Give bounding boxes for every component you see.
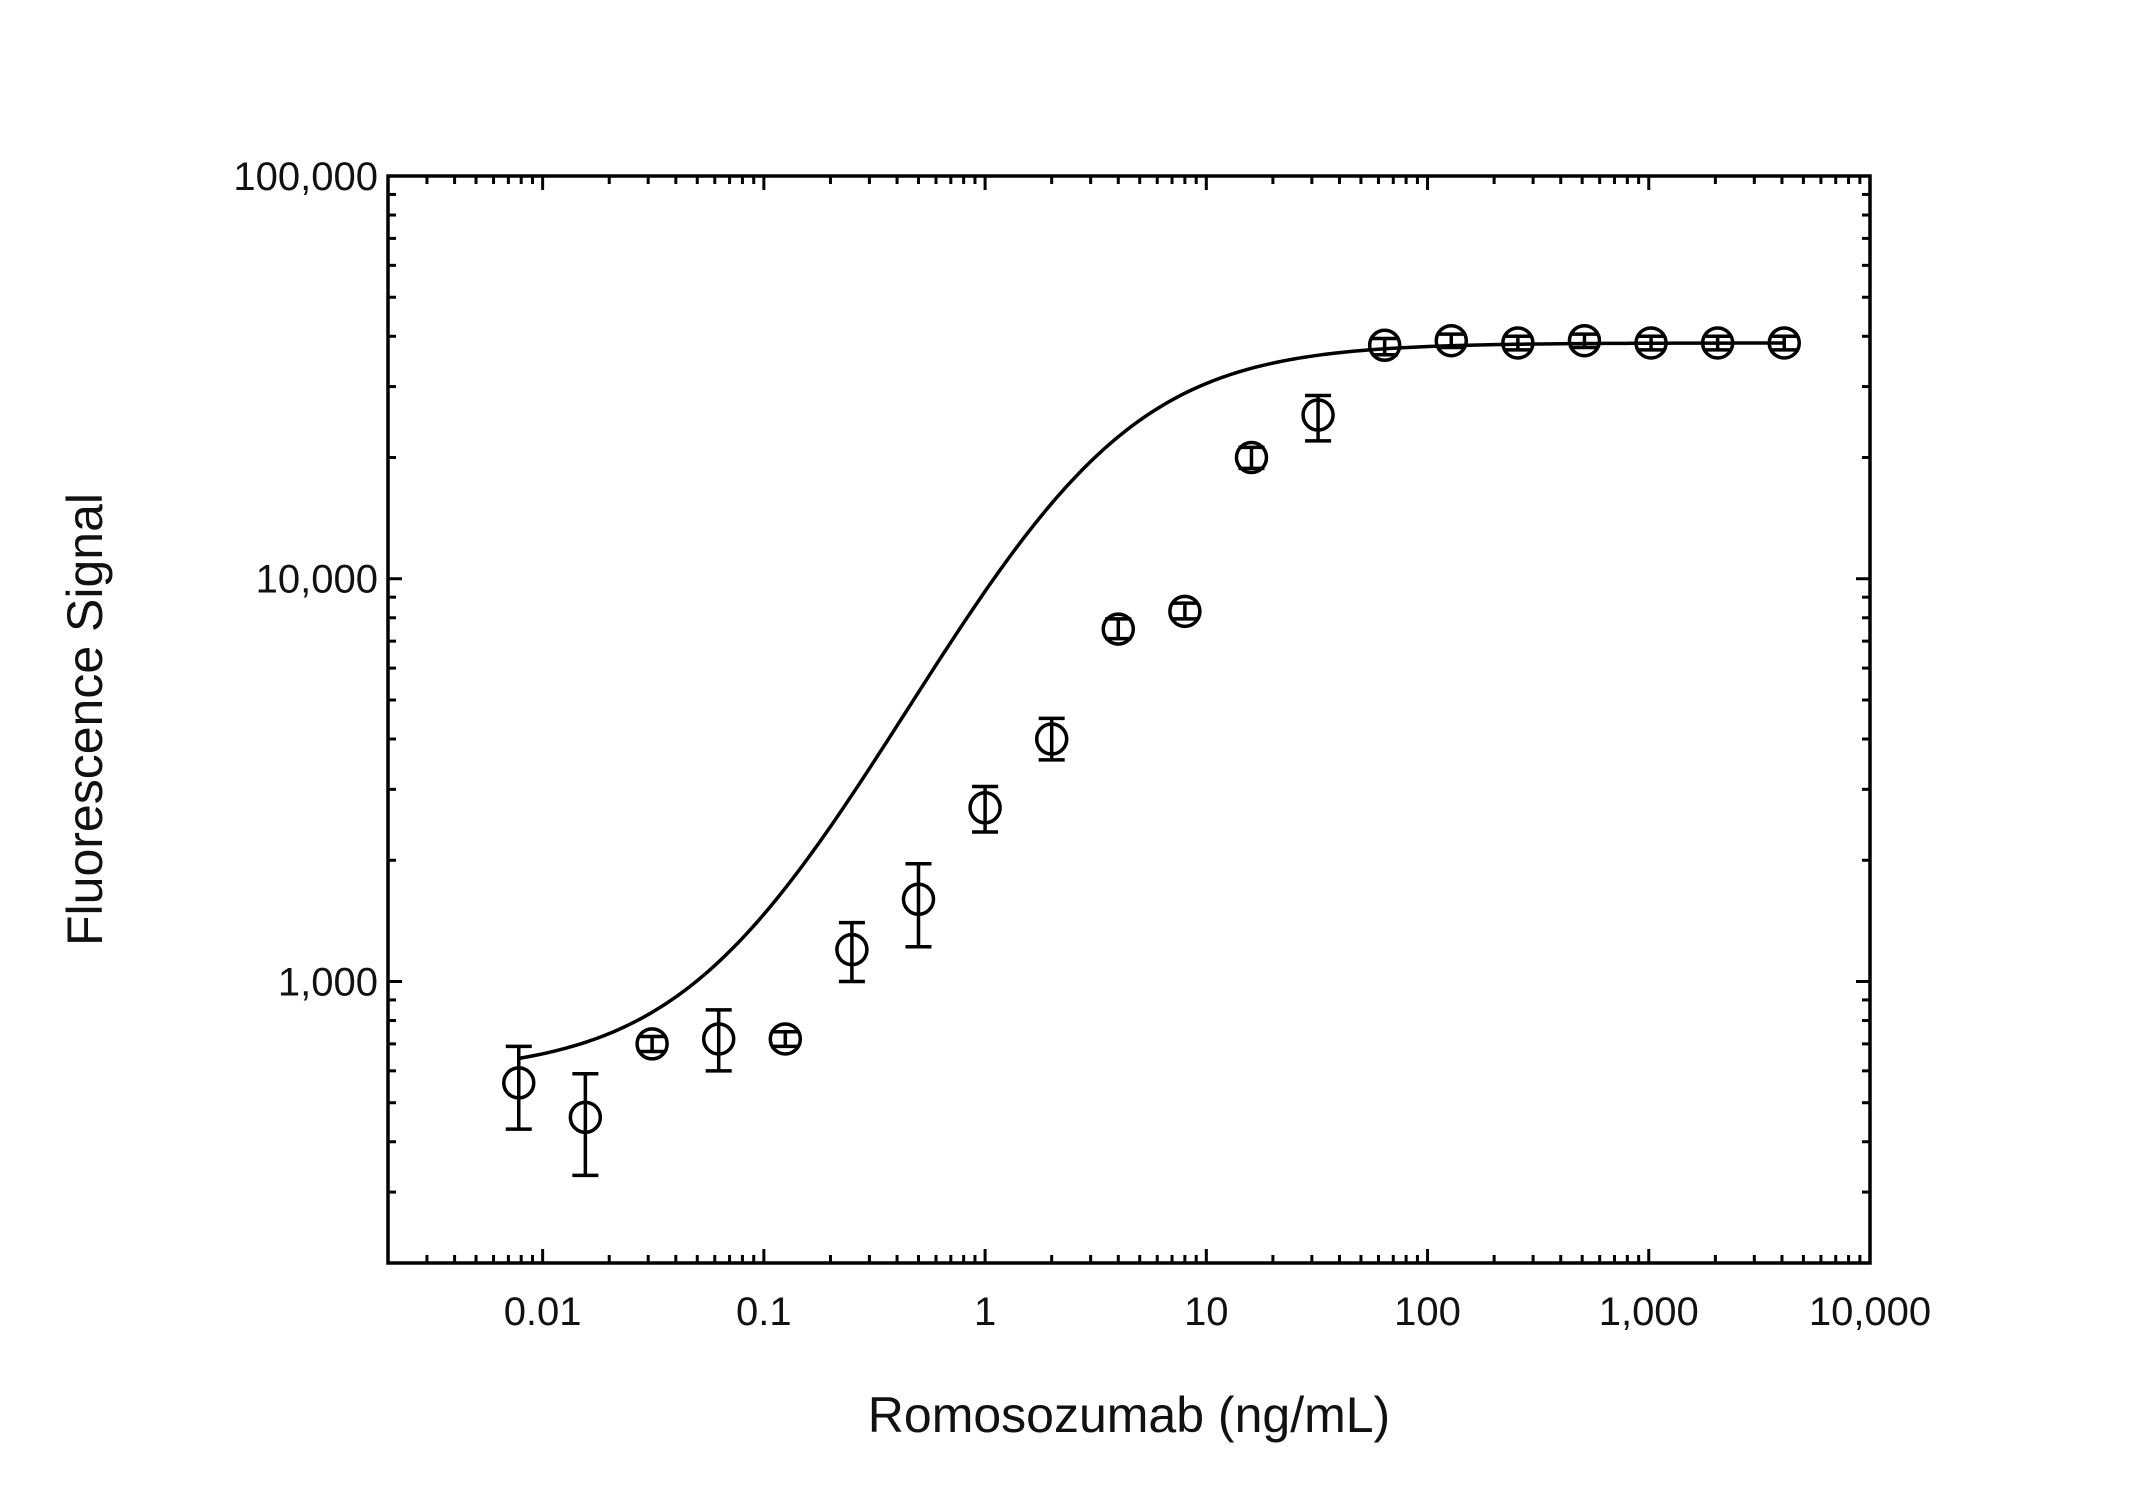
data-point	[502, 1066, 536, 1100]
data-point	[1367, 328, 1402, 362]
x-tick-label: 0.01	[504, 1290, 582, 1334]
data-point	[968, 791, 1002, 825]
data-point	[768, 1022, 803, 1056]
data-point	[1434, 323, 1469, 358]
x-tick-label: 1	[974, 1290, 996, 1334]
x-tick-label: 10	[1184, 1290, 1229, 1334]
x-tick-label: 100	[1394, 1290, 1461, 1334]
y-axis-title: Fluorescence Signal	[57, 493, 113, 946]
plot-frame	[386, 174, 1872, 1265]
data-point	[1034, 722, 1069, 756]
data-point	[635, 1027, 669, 1061]
data-point	[901, 882, 936, 917]
data-point	[1700, 326, 1735, 360]
data-point	[1567, 323, 1602, 358]
x-axis-title: Romosozumab (ng/mL)	[868, 1387, 1390, 1443]
y-tick-label: 10,000	[256, 558, 378, 602]
data-point	[1234, 440, 1269, 475]
data-point	[1301, 398, 1335, 432]
data-point	[1501, 326, 1535, 360]
data-point	[1634, 326, 1668, 360]
x-tick-label: 0.1	[736, 1290, 792, 1334]
data-point	[1101, 612, 1136, 646]
data-point	[835, 932, 869, 967]
data-point	[701, 1022, 736, 1056]
data-point	[1168, 594, 1202, 629]
y-tick-label: 1,000	[278, 960, 378, 1004]
data-point	[568, 1100, 603, 1135]
x-tick-label: 1,000	[1599, 1290, 1699, 1334]
data-markers	[502, 323, 1801, 1135]
data-point	[1767, 326, 1801, 360]
error-bars	[505, 332, 1798, 1178]
y-tick-label: 100,000	[233, 155, 378, 199]
x-tick-labels: 0.01 0.1 1 10 100 1,000 10,000	[504, 1290, 1931, 1334]
fit-curve	[518, 341, 1785, 1061]
x-tick-label: 10,000	[1809, 1290, 1931, 1334]
major-ticks	[388, 174, 1872, 1263]
y-tick-labels: 1,000 10,000 100,000	[233, 155, 378, 1004]
